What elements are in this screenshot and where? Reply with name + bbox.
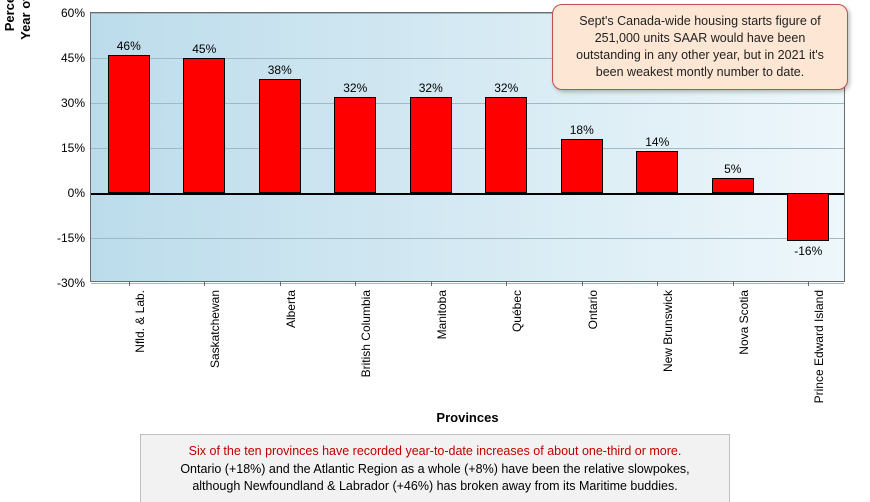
bar-value-label: 14% bbox=[645, 135, 669, 149]
chart-container: Percent Change, Year over Year (y/y) -30… bbox=[0, 0, 870, 502]
x-tick bbox=[355, 281, 356, 286]
x-tick-label: New Brunswick bbox=[661, 290, 675, 372]
bar bbox=[259, 79, 301, 193]
x-tick-label: Ontario bbox=[586, 290, 600, 329]
bar bbox=[787, 193, 829, 241]
bar bbox=[410, 97, 452, 193]
bar-value-label: 32% bbox=[343, 81, 367, 95]
zero-line bbox=[91, 193, 844, 195]
bar bbox=[636, 151, 678, 193]
x-tick-label: Prince Edward Island bbox=[812, 290, 826, 403]
x-tick-label: Manitoba bbox=[435, 290, 449, 339]
y-tick-label: 15% bbox=[61, 141, 85, 155]
callout-text: Sept's Canada-wide housing starts figure… bbox=[576, 14, 824, 79]
y-tick-label: 0% bbox=[68, 186, 85, 200]
caption-rest: Ontario (+18%) and the Atlantic Region a… bbox=[155, 461, 715, 496]
x-tick-label: Nova Scotia bbox=[737, 290, 751, 355]
bar-value-label: 5% bbox=[724, 162, 741, 176]
y-tick-label: -15% bbox=[57, 231, 85, 245]
bar-value-label: 46% bbox=[117, 39, 141, 53]
x-tick-label: Saskatchewan bbox=[208, 290, 222, 368]
bar bbox=[108, 55, 150, 193]
x-tick-label: Alberta bbox=[284, 290, 298, 328]
x-tick-label: Nfld. & Lab. bbox=[133, 290, 147, 353]
y-tick-label: -30% bbox=[57, 276, 85, 290]
bar bbox=[334, 97, 376, 193]
bar bbox=[183, 58, 225, 193]
y-tick-label: 45% bbox=[61, 51, 85, 65]
bar-value-label: 32% bbox=[419, 81, 443, 95]
x-tick-label: Québec bbox=[510, 290, 524, 332]
x-tick bbox=[657, 281, 658, 286]
x-tick bbox=[431, 281, 432, 286]
bar bbox=[485, 97, 527, 193]
x-tick bbox=[733, 281, 734, 286]
caption-line-1: Six of the ten provinces have recorded y… bbox=[155, 443, 715, 461]
bar-value-label: -16% bbox=[794, 244, 822, 258]
bar-value-label: 45% bbox=[192, 42, 216, 56]
x-tick-label: British Columbia bbox=[359, 290, 373, 377]
y-tick-label: 60% bbox=[61, 6, 85, 20]
x-tick bbox=[129, 281, 130, 286]
x-tick bbox=[808, 281, 809, 286]
bar bbox=[712, 178, 754, 193]
y-axis-title: Percent Change, Year over Year (y/y) bbox=[2, 0, 33, 90]
bar-value-label: 32% bbox=[494, 81, 518, 95]
gridline bbox=[91, 238, 844, 239]
bar-value-label: 18% bbox=[570, 123, 594, 137]
y-tick-label: 30% bbox=[61, 96, 85, 110]
x-tick bbox=[204, 281, 205, 286]
x-tick bbox=[280, 281, 281, 286]
x-axis-title: Provinces bbox=[90, 410, 845, 425]
caption-box: Six of the ten provinces have recorded y… bbox=[140, 434, 730, 502]
bar bbox=[561, 139, 603, 193]
bar-value-label: 38% bbox=[268, 63, 292, 77]
callout-box: Sept's Canada-wide housing starts figure… bbox=[552, 4, 848, 90]
x-tick bbox=[582, 281, 583, 286]
x-tick bbox=[506, 281, 507, 286]
